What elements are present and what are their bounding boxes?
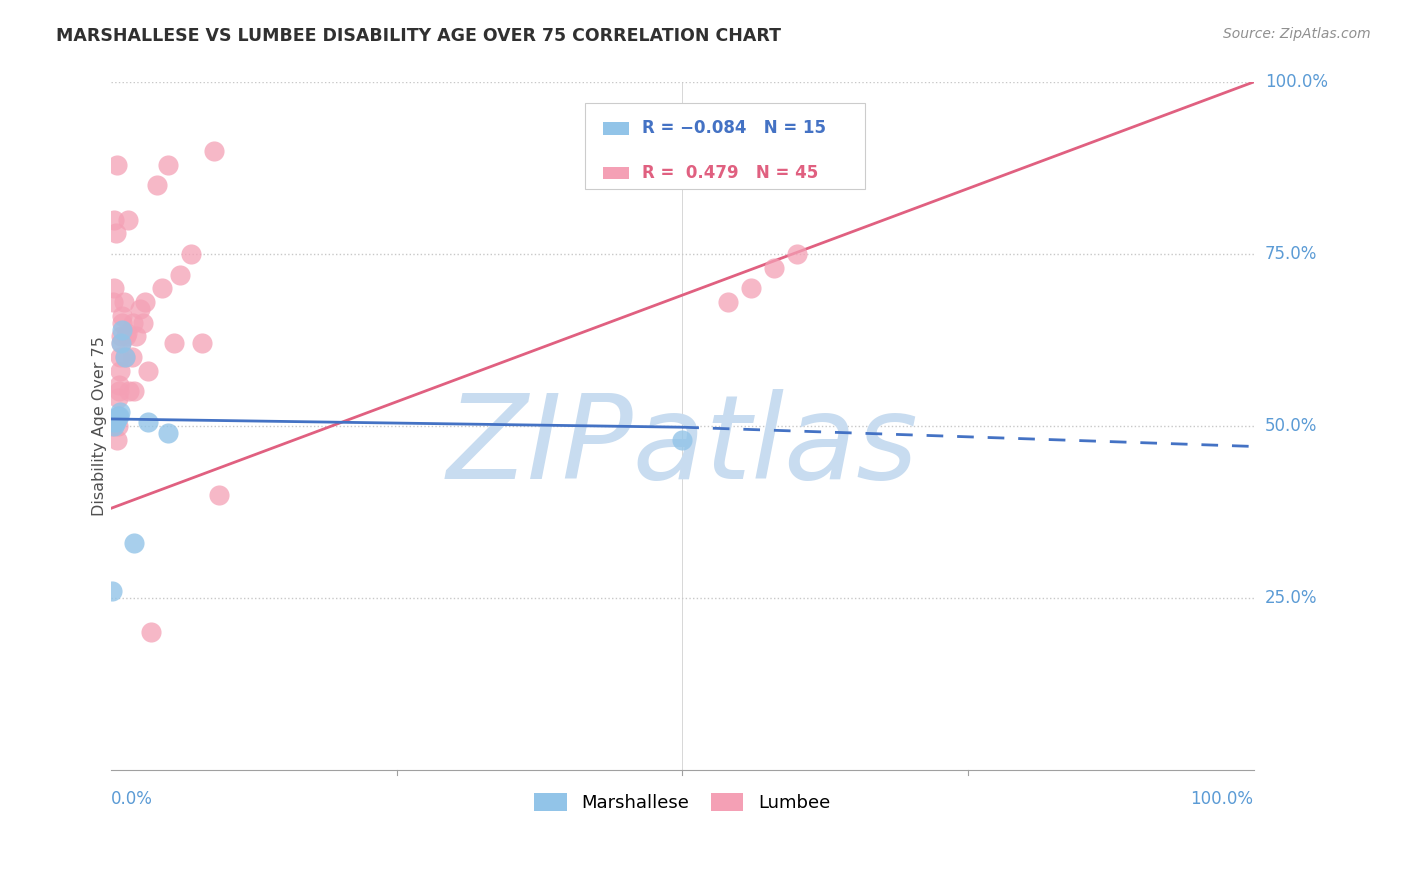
Point xyxy=(107,392,129,406)
Point xyxy=(740,281,762,295)
Text: ZIPatlas: ZIPatlas xyxy=(446,390,918,503)
Point xyxy=(202,144,225,158)
Point xyxy=(118,384,141,399)
Text: MARSHALLESE VS LUMBEE DISABILITY AGE OVER 75 CORRELATION CHART: MARSHALLESE VS LUMBEE DISABILITY AGE OVE… xyxy=(56,27,782,45)
Point xyxy=(108,409,131,423)
Text: 100.0%: 100.0% xyxy=(1191,790,1254,808)
Point xyxy=(122,535,145,549)
Text: Source: ZipAtlas.com: Source: ZipAtlas.com xyxy=(1223,27,1371,41)
Text: 50.0%: 50.0% xyxy=(1265,417,1317,434)
Point xyxy=(110,336,132,351)
Point xyxy=(103,295,125,310)
Point xyxy=(208,487,231,501)
Point xyxy=(110,336,132,351)
Point xyxy=(163,336,186,351)
FancyBboxPatch shape xyxy=(585,103,865,188)
Point xyxy=(107,409,129,423)
Point xyxy=(114,350,136,364)
Text: R = −0.084   N = 15: R = −0.084 N = 15 xyxy=(643,120,827,137)
Point xyxy=(125,329,148,343)
Point xyxy=(717,295,740,310)
Point xyxy=(103,418,125,433)
Point xyxy=(145,178,167,193)
Point xyxy=(169,268,191,282)
Point xyxy=(104,416,127,430)
Point xyxy=(108,384,131,399)
Point xyxy=(108,405,131,419)
Point xyxy=(115,326,138,340)
Point xyxy=(132,316,155,330)
Point xyxy=(111,316,134,330)
Point xyxy=(107,418,129,433)
Point xyxy=(128,301,150,316)
Text: 75.0%: 75.0% xyxy=(1265,245,1317,263)
Point xyxy=(101,418,124,433)
Point xyxy=(111,322,134,336)
Point xyxy=(134,295,156,310)
Point xyxy=(105,433,128,447)
Point xyxy=(786,247,808,261)
Text: 25.0%: 25.0% xyxy=(1265,589,1317,607)
Point xyxy=(108,364,131,378)
Point xyxy=(191,336,214,351)
Point xyxy=(112,295,135,310)
Point xyxy=(111,309,134,323)
Point xyxy=(101,583,124,598)
Point xyxy=(180,247,202,261)
Point xyxy=(139,625,162,640)
Point xyxy=(121,316,143,330)
Legend: Marshallese, Lumbee: Marshallese, Lumbee xyxy=(527,785,838,819)
Point xyxy=(157,157,180,171)
Point xyxy=(117,212,139,227)
Point xyxy=(671,433,693,447)
Point xyxy=(762,260,785,275)
Text: 100.0%: 100.0% xyxy=(1265,73,1327,91)
Point xyxy=(121,350,143,364)
Point xyxy=(136,364,159,378)
Bar xyxy=(603,167,628,179)
Point xyxy=(105,412,128,426)
Point xyxy=(114,329,136,343)
Text: 0.0%: 0.0% xyxy=(111,790,153,808)
Y-axis label: Disability Age Over 75: Disability Age Over 75 xyxy=(93,336,107,516)
Text: R =  0.479   N = 45: R = 0.479 N = 45 xyxy=(643,164,818,182)
Point xyxy=(103,416,125,430)
Point xyxy=(103,281,125,295)
Point xyxy=(122,384,145,399)
Point xyxy=(108,377,131,392)
Point xyxy=(105,157,128,171)
Point xyxy=(103,212,125,227)
Bar xyxy=(603,122,628,135)
Point xyxy=(150,281,173,295)
Point xyxy=(136,416,159,430)
Point xyxy=(104,227,127,241)
Point xyxy=(114,350,136,364)
Point xyxy=(157,425,180,440)
Point xyxy=(108,350,131,364)
Point xyxy=(110,329,132,343)
